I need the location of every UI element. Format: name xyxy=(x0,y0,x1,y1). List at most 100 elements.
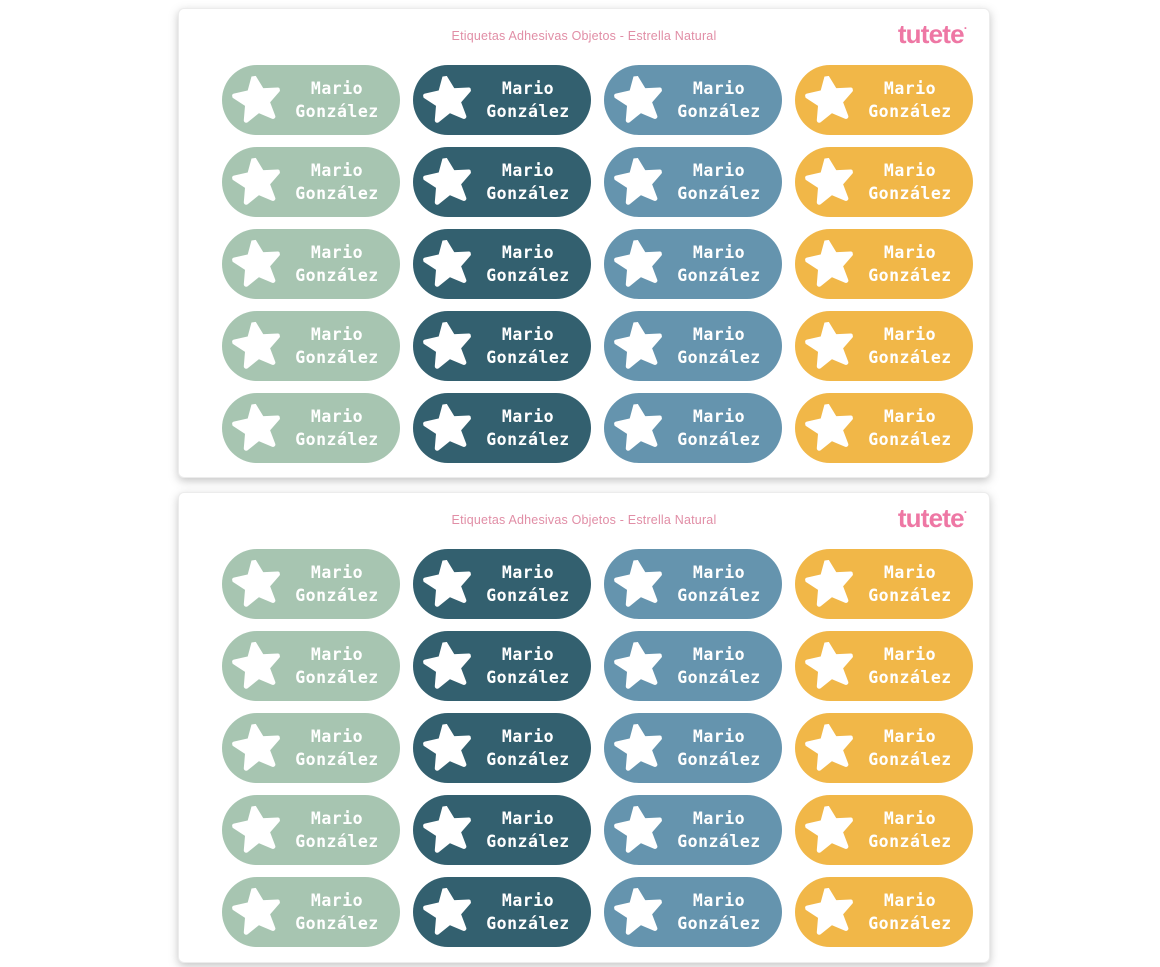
star-icon xyxy=(612,319,666,373)
label-name-text: Mario González xyxy=(284,241,390,287)
label-last-name: González xyxy=(295,184,379,203)
tutete-logo-mark: · xyxy=(963,21,968,35)
name-label-sticker-sage-green: Mario González xyxy=(222,65,400,135)
name-label-sticker-dark-teal: Mario González xyxy=(413,877,591,947)
label-first-name: Mario xyxy=(883,563,937,582)
label-name-text: Mario González xyxy=(284,561,390,607)
label-first-name: Mario xyxy=(310,809,364,828)
label-name-text: Mario González xyxy=(284,405,390,451)
label-last-name: González xyxy=(486,914,570,933)
label-name-text: Mario González xyxy=(666,159,772,205)
label-last-name: González xyxy=(295,668,379,687)
star-icon xyxy=(803,885,857,939)
name-label-sticker-dark-teal: Mario González xyxy=(413,65,591,135)
label-name-text: Mario González xyxy=(475,725,581,771)
name-label-sticker-sage-green: Mario González xyxy=(222,393,400,463)
star-icon xyxy=(230,557,284,611)
sheet-header: Etiquetas Adhesivas Objetos - Estrella N… xyxy=(179,9,989,61)
sheet-title: Etiquetas Adhesivas Objetos - Estrella N… xyxy=(451,29,717,43)
label-name-text: Mario González xyxy=(857,159,963,205)
label-last-name: González xyxy=(295,348,379,367)
label-name-text: Mario González xyxy=(857,807,963,853)
label-last-name: González xyxy=(868,348,952,367)
star-icon xyxy=(230,155,284,209)
name-label-sticker-steel-blue: Mario González xyxy=(604,229,782,299)
name-label-sticker-sage-green: Mario González xyxy=(222,147,400,217)
name-label-sticker-dark-teal: Mario González xyxy=(413,229,591,299)
star-icon xyxy=(612,639,666,693)
label-name-text: Mario González xyxy=(857,561,963,607)
name-label-sticker-dark-teal: Mario González xyxy=(413,795,591,865)
label-name-text: Mario González xyxy=(475,241,581,287)
star-icon xyxy=(803,237,857,291)
label-first-name: Mario xyxy=(692,809,746,828)
label-last-name: González xyxy=(868,586,952,605)
name-label-sticker-amber-yellow: Mario González xyxy=(795,147,973,217)
name-label-sticker-dark-teal: Mario González xyxy=(413,549,591,619)
label-last-name: González xyxy=(486,586,570,605)
name-label-sticker-sage-green: Mario González xyxy=(222,229,400,299)
label-name-text: Mario González xyxy=(475,77,581,123)
label-name-text: Mario González xyxy=(666,643,772,689)
star-icon xyxy=(230,401,284,455)
label-first-name: Mario xyxy=(883,891,937,910)
label-name-text: Mario González xyxy=(857,77,963,123)
name-label-sticker-dark-teal: Mario González xyxy=(413,311,591,381)
label-last-name: González xyxy=(486,266,570,285)
name-label-sticker-dark-teal: Mario González xyxy=(413,393,591,463)
label-first-name: Mario xyxy=(501,809,555,828)
label-name-text: Mario González xyxy=(857,405,963,451)
name-label-sticker-steel-blue: Mario González xyxy=(604,795,782,865)
label-first-name: Mario xyxy=(692,79,746,98)
label-name-text: Mario González xyxy=(666,241,772,287)
label-first-name: Mario xyxy=(501,891,555,910)
label-last-name: González xyxy=(295,266,379,285)
sheet-title: Etiquetas Adhesivas Objetos - Estrella N… xyxy=(451,513,717,527)
name-label-sticker-amber-yellow: Mario González xyxy=(795,229,973,299)
label-first-name: Mario xyxy=(310,79,364,98)
label-name-text: Mario González xyxy=(284,77,390,123)
name-label-sticker-dark-teal: Mario González xyxy=(413,147,591,217)
label-first-name: Mario xyxy=(501,325,555,344)
name-label-sticker-sage-green: Mario González xyxy=(222,713,400,783)
label-last-name: González xyxy=(677,586,761,605)
label-sheet-2: Etiquetas Adhesivas Objetos - Estrella N… xyxy=(178,492,990,963)
star-icon xyxy=(612,885,666,939)
label-first-name: Mario xyxy=(883,645,937,664)
label-first-name: Mario xyxy=(883,325,937,344)
label-last-name: González xyxy=(295,586,379,605)
label-last-name: González xyxy=(677,668,761,687)
label-first-name: Mario xyxy=(501,645,555,664)
sticker-grid: Mario González Mario González Mario González M… xyxy=(179,9,989,477)
label-name-text: Mario González xyxy=(857,725,963,771)
star-icon xyxy=(230,721,284,775)
name-label-sticker-sage-green: Mario González xyxy=(222,877,400,947)
label-first-name: Mario xyxy=(310,325,364,344)
name-label-sticker-amber-yellow: Mario González xyxy=(795,311,973,381)
label-first-name: Mario xyxy=(310,727,364,746)
label-first-name: Mario xyxy=(883,727,937,746)
star-icon xyxy=(230,639,284,693)
label-last-name: González xyxy=(486,430,570,449)
label-first-name: Mario xyxy=(310,161,364,180)
label-last-name: González xyxy=(295,102,379,121)
label-name-text: Mario González xyxy=(857,643,963,689)
star-icon xyxy=(421,639,475,693)
label-first-name: Mario xyxy=(501,563,555,582)
label-name-text: Mario González xyxy=(666,725,772,771)
label-first-name: Mario xyxy=(883,79,937,98)
star-icon xyxy=(421,803,475,857)
tutete-logo-text: tutete xyxy=(897,19,965,49)
label-first-name: Mario xyxy=(692,645,746,664)
label-first-name: Mario xyxy=(883,809,937,828)
label-last-name: González xyxy=(486,348,570,367)
label-first-name: Mario xyxy=(310,645,364,664)
name-label-sticker-sage-green: Mario González xyxy=(222,311,400,381)
label-first-name: Mario xyxy=(501,161,555,180)
label-sheet-1: Etiquetas Adhesivas Objetos - Estrella N… xyxy=(178,8,990,478)
star-icon xyxy=(803,319,857,373)
label-name-text: Mario González xyxy=(666,561,772,607)
label-name-text: Mario González xyxy=(666,77,772,123)
star-icon xyxy=(612,803,666,857)
